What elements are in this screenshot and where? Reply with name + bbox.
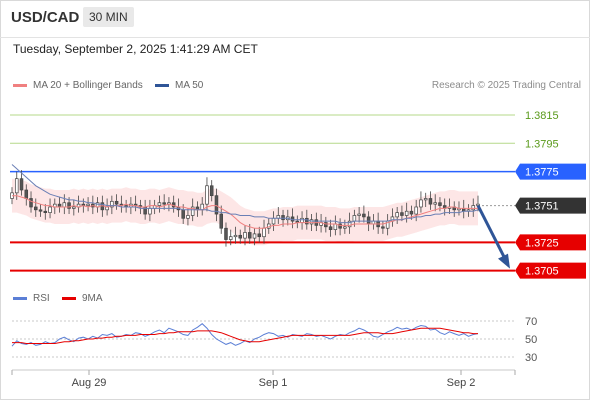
rsi-level-label: 50 bbox=[525, 334, 537, 346]
candle-body bbox=[309, 219, 314, 225]
candle-body bbox=[209, 185, 214, 197]
candle-body bbox=[414, 206, 418, 215]
rsi-level-label: 30 bbox=[525, 352, 537, 364]
candle-body bbox=[324, 222, 328, 228]
candle-body bbox=[181, 209, 185, 219]
level-tag-4 bbox=[515, 234, 586, 251]
candle-body bbox=[62, 202, 67, 208]
candle-body bbox=[438, 202, 442, 206]
candle-body bbox=[24, 189, 29, 199]
candle-body bbox=[257, 233, 262, 238]
candle-body bbox=[381, 226, 385, 229]
candle-body bbox=[366, 216, 371, 225]
candle-body bbox=[186, 215, 190, 219]
rsi-ma9-line bbox=[12, 327, 478, 344]
candle-body bbox=[214, 195, 219, 215]
chart-header: USD/CAD 30 MIN bbox=[0, 0, 590, 38]
candle-body bbox=[48, 206, 52, 213]
candle-body bbox=[262, 227, 266, 238]
candle-body bbox=[247, 232, 252, 239]
level-tag-5 bbox=[515, 262, 586, 279]
credit-text: Research © 2025 Trading Central bbox=[431, 80, 581, 91]
candle-body bbox=[338, 223, 342, 229]
candle-body bbox=[328, 226, 333, 230]
legend-rsi-label: RSI bbox=[33, 293, 50, 304]
x-tick-label: Sep 2 bbox=[447, 377, 476, 389]
candle-body bbox=[362, 213, 366, 218]
projection-arrow-shaft bbox=[476, 204, 509, 264]
timestamp: Tuesday, September 2, 2025 1:41:29 AM CE… bbox=[13, 42, 258, 56]
candle-body bbox=[219, 213, 223, 229]
level-label-4: 1.3725 bbox=[525, 237, 559, 249]
candle-body bbox=[14, 178, 19, 194]
candle-body bbox=[86, 203, 90, 206]
candle-body bbox=[395, 212, 399, 218]
candle-body bbox=[233, 234, 238, 238]
candle-body bbox=[67, 202, 71, 209]
level-tag-2 bbox=[515, 163, 586, 180]
candle-body bbox=[305, 217, 309, 225]
legend-ma50: MA 50 bbox=[155, 80, 203, 91]
candle-body bbox=[43, 210, 48, 213]
candle-body bbox=[357, 213, 361, 216]
candle-body bbox=[114, 200, 119, 205]
legend-ma50-label: MA 50 bbox=[175, 80, 204, 91]
candle-body bbox=[34, 206, 38, 211]
candle-body bbox=[347, 220, 352, 228]
candle-body bbox=[419, 199, 423, 208]
ma50-swatch bbox=[155, 84, 169, 87]
candle-body bbox=[404, 210, 409, 216]
candle-body bbox=[409, 210, 414, 215]
level-label-3: 1.3751 bbox=[525, 201, 559, 213]
candle-body bbox=[29, 198, 33, 208]
ma50-line bbox=[11, 164, 479, 224]
legend-ma20-label: MA 20 + Bollinger Bands bbox=[33, 80, 143, 91]
candle-body bbox=[38, 209, 43, 212]
candle-body bbox=[224, 227, 228, 240]
x-tick-label: Aug 29 bbox=[72, 377, 107, 389]
x-tick-label: Sep 1 bbox=[259, 377, 288, 389]
candle-body bbox=[352, 215, 357, 222]
candle-body bbox=[300, 217, 304, 223]
level-tag-3 bbox=[515, 197, 586, 214]
candle-body bbox=[433, 202, 437, 205]
timeframe-button[interactable]: 30 MIN bbox=[83, 7, 134, 27]
candle-body bbox=[19, 178, 24, 191]
candle-body bbox=[205, 185, 209, 205]
candle-body bbox=[428, 198, 433, 205]
legend-9ma-label: 9MA bbox=[82, 293, 103, 304]
candle-body bbox=[110, 200, 114, 208]
level-label-0: 1.3815 bbox=[525, 110, 559, 122]
rsi-level-label: 70 bbox=[525, 316, 537, 328]
rsi-swatch bbox=[13, 297, 27, 300]
candle-body bbox=[148, 208, 152, 215]
candle-body bbox=[400, 212, 404, 216]
candle-body bbox=[72, 206, 76, 209]
ma20-swatch bbox=[13, 84, 27, 87]
candle-body bbox=[343, 226, 347, 229]
level-label-2: 1.3775 bbox=[525, 167, 559, 179]
projection-arrow-head bbox=[498, 253, 510, 269]
candle-body bbox=[228, 236, 233, 240]
legend-ma20-bb: MA 20 + Bollinger Bands bbox=[13, 80, 143, 91]
candle-body bbox=[190, 206, 195, 216]
level-label-1: 1.3795 bbox=[525, 138, 559, 150]
candle-body bbox=[238, 234, 243, 239]
legend-9ma: 9MA bbox=[62, 293, 103, 304]
candle-body bbox=[157, 202, 162, 206]
candle-body bbox=[162, 202, 166, 205]
candle-body bbox=[471, 205, 476, 211]
level-label-5: 1.3705 bbox=[525, 266, 559, 278]
candle-body bbox=[243, 232, 247, 239]
bollinger-band-area bbox=[12, 178, 478, 246]
rsi-line bbox=[11, 323, 479, 347]
candle-body bbox=[271, 217, 276, 225]
symbol-title: USD/CAD bbox=[11, 9, 80, 26]
candle-body bbox=[252, 233, 257, 239]
candle-body bbox=[281, 215, 285, 221]
legend-rsi: RSI bbox=[13, 293, 50, 304]
candle-body bbox=[423, 198, 428, 201]
ma9-swatch bbox=[62, 297, 76, 300]
